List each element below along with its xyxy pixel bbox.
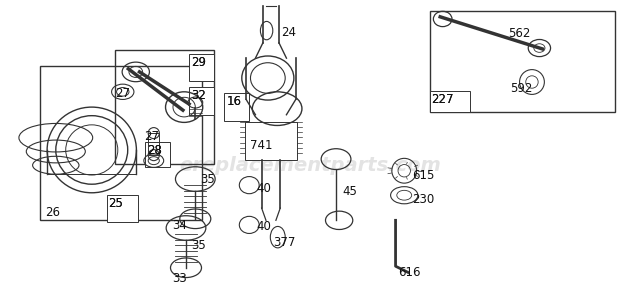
Text: 741: 741 (250, 139, 273, 152)
Text: 377: 377 (273, 236, 295, 248)
Text: 40: 40 (256, 220, 271, 233)
Bar (430, 11, 615, 112)
Text: 35: 35 (191, 239, 206, 252)
Text: 34: 34 (172, 219, 187, 232)
Text: ereplacementparts.com: ereplacementparts.com (179, 155, 441, 174)
Text: 24: 24 (281, 26, 296, 39)
Text: 29: 29 (191, 56, 206, 69)
Text: 230: 230 (412, 193, 435, 206)
Text: 227: 227 (432, 93, 454, 106)
Text: 25: 25 (108, 197, 123, 210)
Text: 28: 28 (147, 144, 162, 157)
Text: 562: 562 (508, 27, 531, 40)
Bar (40, 66, 202, 220)
Text: 16: 16 (226, 95, 241, 108)
Bar (189, 87, 214, 115)
Text: 35: 35 (200, 173, 215, 186)
Text: 27: 27 (144, 130, 159, 143)
Text: 32: 32 (191, 89, 206, 102)
Text: 227: 227 (432, 93, 454, 106)
Text: 32: 32 (191, 89, 206, 102)
Bar (189, 54, 214, 81)
Text: 592: 592 (510, 82, 532, 95)
Text: 45: 45 (343, 185, 358, 198)
Bar (224, 93, 249, 121)
Text: 40: 40 (256, 182, 271, 195)
Bar (145, 142, 170, 167)
Bar (115, 50, 214, 164)
Text: 25: 25 (108, 197, 123, 210)
Text: 26: 26 (45, 206, 60, 218)
Text: 615: 615 (412, 169, 435, 182)
Text: 616: 616 (398, 266, 420, 278)
Text: 28: 28 (147, 144, 162, 157)
Bar (148, 133, 159, 155)
Text: 29: 29 (191, 56, 206, 69)
Bar (107, 195, 138, 222)
Bar (245, 122, 297, 160)
Text: 16: 16 (226, 95, 241, 108)
Text: 33: 33 (172, 272, 187, 285)
Text: 27: 27 (115, 87, 130, 100)
Bar (430, 91, 470, 112)
